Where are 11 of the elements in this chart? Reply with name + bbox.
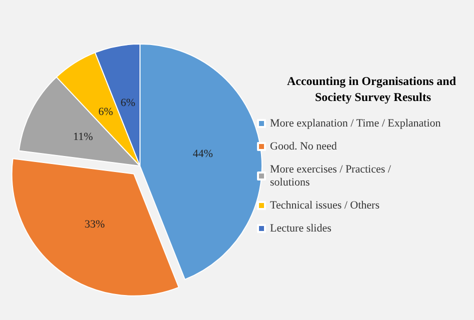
legend-label: Good. No need bbox=[270, 140, 338, 152]
legend-label: More exercises / Practices / solutions bbox=[270, 164, 394, 188]
data-label: 6% bbox=[120, 97, 136, 110]
legend-label: More explanation / Time / Explanation bbox=[270, 118, 442, 130]
legend-label: Technical issues / Others bbox=[270, 200, 380, 212]
data-label: 44% bbox=[192, 148, 213, 160]
data-label: 11% bbox=[73, 130, 93, 143]
legend-label: Lecture slides bbox=[270, 222, 332, 234]
data-label: 6% bbox=[98, 106, 114, 118]
text: Accounting in Organisations and Society Survey Results bbox=[286, 74, 460, 104]
data-label: 33% bbox=[84, 218, 105, 230]
